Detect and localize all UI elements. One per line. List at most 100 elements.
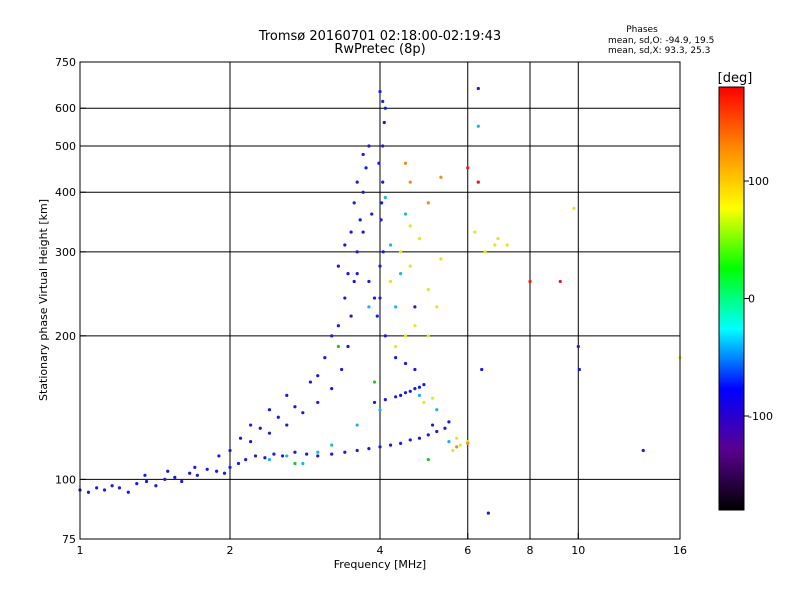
- data-point: [228, 448, 232, 453]
- data-point: [249, 423, 253, 427]
- data-point: [394, 344, 398, 349]
- y-tick-label: 100: [55, 473, 76, 486]
- data-point: [413, 324, 417, 328]
- data-point: [381, 180, 385, 184]
- chart-title: Tromsø 20160701 02:18:00-02:19:43: [258, 29, 501, 44]
- data-point: [135, 481, 139, 486]
- data-point: [486, 511, 490, 515]
- data-point: [408, 180, 412, 184]
- data-point: [330, 387, 334, 391]
- y-tick-label: 500: [55, 140, 76, 153]
- data-point: [370, 212, 374, 216]
- data-point: [301, 461, 305, 466]
- data-point: [388, 443, 393, 447]
- data-point: [382, 120, 386, 125]
- data-point: [379, 218, 383, 222]
- data-point: [349, 230, 353, 234]
- data-point: [430, 423, 435, 427]
- data-point: [399, 393, 403, 398]
- data-point: [493, 243, 497, 247]
- data-point: [367, 279, 371, 284]
- chart-subtitle: RwPretec (8p): [334, 42, 425, 57]
- data-point: [455, 436, 459, 440]
- data-point: [361, 190, 365, 194]
- data-point: [361, 152, 365, 157]
- data-point: [399, 272, 403, 276]
- data-point: [358, 218, 362, 222]
- data-point: [435, 305, 439, 309]
- data-point: [403, 212, 408, 216]
- data-point: [323, 356, 327, 360]
- data-point: [364, 166, 368, 170]
- data-point: [388, 279, 393, 284]
- data-point: [316, 400, 320, 405]
- data-point: [301, 411, 305, 415]
- data-point: [367, 447, 371, 451]
- data-point: [355, 180, 359, 184]
- data-point: [316, 454, 320, 458]
- data-point: [383, 106, 387, 110]
- data-point: [330, 452, 334, 456]
- data-point: [394, 395, 398, 399]
- x-tick-label: 10: [571, 544, 585, 557]
- data-point: [249, 440, 253, 444]
- data-point: [293, 461, 297, 466]
- data-point: [343, 450, 347, 454]
- data-point: [117, 486, 122, 490]
- x-tick-label: 8: [527, 544, 534, 557]
- data-point: [372, 400, 377, 405]
- data-point: [439, 257, 443, 261]
- data-point: [285, 423, 289, 427]
- data-point: [383, 397, 387, 402]
- data-point: [263, 456, 267, 460]
- y-tick-label: 300: [55, 246, 76, 259]
- data-point: [528, 279, 532, 284]
- data-point: [505, 243, 509, 247]
- data-point: [458, 443, 463, 447]
- data-point: [355, 448, 359, 453]
- data-point: [426, 334, 430, 338]
- data-point: [466, 441, 470, 445]
- data-point: [163, 477, 167, 482]
- data-point: [388, 243, 393, 247]
- data-point: [380, 201, 384, 205]
- data-point: [228, 465, 232, 469]
- data-point: [258, 426, 262, 430]
- data-point: [394, 305, 398, 309]
- data-point: [238, 436, 243, 440]
- data-point: [483, 250, 487, 254]
- data-point: [413, 387, 417, 391]
- y-axis-ticks: 75 100 200 300 400 500 600 750: [55, 56, 86, 546]
- phase-stats-o: mean, sd,O: -94.9, 19.5: [608, 36, 714, 46]
- colorbar: [718, 86, 745, 511]
- data-point: [195, 473, 199, 477]
- data-point: [378, 264, 382, 268]
- data-point: [403, 334, 408, 338]
- data-point: [447, 440, 451, 444]
- data-point: [86, 490, 91, 494]
- data-point: [336, 264, 340, 268]
- data-point: [253, 454, 258, 458]
- data-point: [455, 445, 459, 449]
- data-point: [381, 250, 385, 254]
- y-axis-label: Stationary phase Virtual Height [km]: [37, 199, 50, 401]
- data-point: [193, 465, 197, 469]
- data-point: [466, 166, 470, 170]
- data-point: [435, 408, 439, 412]
- data-point: [126, 490, 130, 494]
- data-point: [413, 367, 417, 372]
- data-point: [166, 469, 170, 473]
- data-point: [349, 314, 353, 318]
- data-point: [439, 175, 443, 179]
- data-point: [496, 236, 500, 241]
- data-point: [316, 374, 320, 378]
- data-point: [572, 206, 576, 210]
- data-point: [394, 356, 398, 360]
- data-point: [443, 426, 447, 430]
- colorbar-ticks: 100 0 -100: [744, 175, 773, 423]
- data-point: [558, 279, 562, 284]
- phase-stats-heading: Phases: [626, 25, 658, 35]
- data-point: [173, 475, 177, 479]
- data-point: [95, 486, 99, 490]
